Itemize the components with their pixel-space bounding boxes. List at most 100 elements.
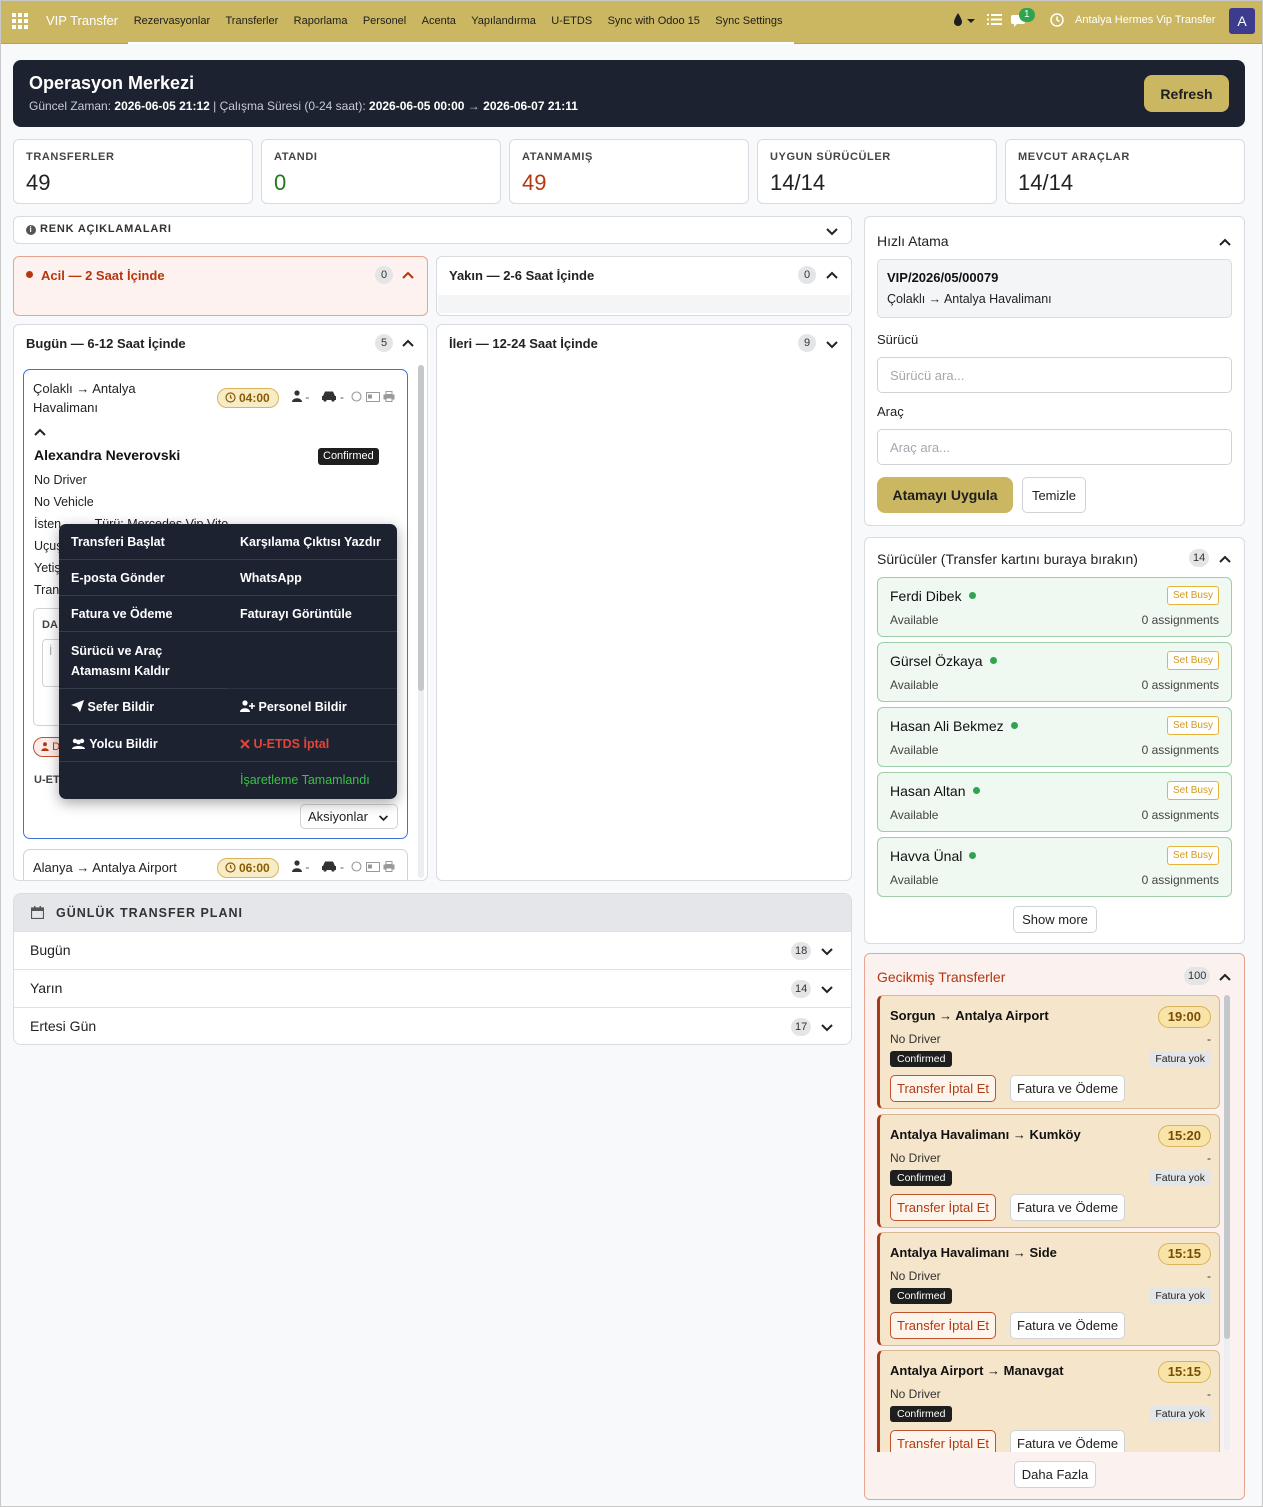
late-transfer-card[interactable]: Antalya Airport → Manavgat 15:15 No Driv… — [877, 1350, 1220, 1464]
transfer-card[interactable]: Alanya → Antalya Airport 06:00 - - — [23, 849, 408, 880]
driver-card[interactable]: Hasan Altan Set Busy Available 0 assignm… — [877, 772, 1232, 832]
menu-notify-passenger[interactable]: Yolcu Bildir — [71, 734, 158, 754]
message-count-badge[interactable]: 1 — [1019, 8, 1035, 22]
passenger-name: Alexandra Neverovski — [34, 447, 181, 463]
menu-item-sync-odoo[interactable]: Sync with Odoo 15 — [607, 15, 700, 27]
late-transfer-card[interactable]: Sorgun → Antalya Airport 19:00 No Driver… — [877, 995, 1220, 1109]
status-badge: Confirmed — [318, 448, 379, 465]
plan-row-today[interactable]: Bugün 18 — [14, 931, 851, 969]
color-legend-toggle[interactable]: i RENK AÇIKLAMALARI — [13, 216, 852, 244]
menu-item-reservations[interactable]: Rezervasyonlar — [133, 15, 211, 27]
chevron-down-icon[interactable] — [825, 224, 839, 238]
late-transfers-count: 100 — [1184, 967, 1211, 985]
show-more-button[interactable]: Show more — [1013, 906, 1097, 933]
driver-card[interactable]: Hasan Ali Bekmez Set Busy Available 0 as… — [877, 707, 1232, 767]
urgent-dot-icon — [26, 271, 33, 278]
driver-status: Available — [890, 873, 939, 887]
menu-item-agency[interactable]: Acenta — [421, 15, 456, 27]
chevron-up-icon[interactable] — [825, 268, 839, 282]
chevron-down-icon[interactable] — [820, 1020, 834, 1034]
chevron-down-icon[interactable] — [820, 944, 834, 958]
chevron-up-icon[interactable] — [401, 336, 415, 350]
set-busy-button[interactable]: Set Busy — [1166, 781, 1219, 800]
today-scrollbar[interactable] — [418, 365, 424, 878]
menu-invoice-payment[interactable]: Fatura ve Ödeme — [71, 607, 173, 621]
list-icon[interactable] — [987, 13, 1002, 29]
brand-name[interactable]: VIP Transfer — [46, 13, 119, 28]
vehicle-short: - — [340, 390, 345, 404]
clock-icon[interactable] — [1050, 13, 1064, 30]
menu-item-reporting[interactable]: Raporlama — [293, 15, 348, 27]
driver-card[interactable]: Havva Ünal Set Busy Available 0 assignme… — [877, 837, 1232, 897]
actions-dropdown-button[interactable]: Aksiyonlar — [300, 804, 398, 829]
menu-start-transfer[interactable]: Transferi Başlat — [71, 535, 165, 549]
invoice-payment-button[interactable]: Fatura ve Ödeme — [1010, 1312, 1126, 1339]
chevron-up-icon[interactable] — [1218, 235, 1232, 249]
menu-uetds-cancel[interactable]: U-ETDS İptal — [240, 734, 329, 754]
menu-whatsapp[interactable]: WhatsApp — [240, 571, 302, 585]
load-more-button[interactable]: Daha Fazla — [1014, 1461, 1096, 1488]
driver-card[interactable]: Gürsel Özkaya Set Busy Available 0 assig… — [877, 642, 1232, 702]
late-time-badge: 15:20 — [1157, 1125, 1211, 1147]
menu-notify-staff[interactable]: Personel Bildir — [240, 697, 347, 717]
vehicle-search-input[interactable] — [877, 429, 1232, 465]
menu-mark-done[interactable]: İşaretleme Tamamlandı — [240, 773, 370, 787]
menu-item-transfers[interactable]: Transferler — [225, 15, 279, 27]
late-scrollbar-thumb[interactable] — [1224, 995, 1230, 1339]
driver-search-input[interactable] — [877, 357, 1232, 393]
late-transfer-card[interactable]: Antalya Havalimanı → Side 15:15 No Drive… — [877, 1232, 1220, 1346]
clear-button[interactable]: Temizle — [1022, 477, 1086, 513]
chevron-down-icon[interactable] — [825, 337, 839, 351]
invoice-payment-button[interactable]: Fatura ve Ödeme — [1010, 1194, 1126, 1221]
id-card-icon[interactable] — [365, 390, 383, 404]
work-period-end: 2026-06-07 21:11 — [483, 99, 578, 113]
chevron-up-icon[interactable] — [33, 426, 47, 440]
kpi-value: 14/14 — [1018, 170, 1074, 195]
menu-remove-assignment[interactable]: Sürücü ve Araç Atamasını Kaldır — [71, 641, 170, 681]
info-icon: i — [26, 225, 36, 235]
id-card-icon[interactable] — [365, 860, 383, 874]
menu-item-configuration[interactable]: Yapılandırma — [471, 15, 536, 27]
set-busy-button[interactable]: Set Busy — [1166, 716, 1219, 735]
whatsapp-icon[interactable] — [351, 860, 365, 874]
set-busy-button[interactable]: Set Busy — [1166, 846, 1219, 865]
apply-assignment-button[interactable]: Atamayı Uygula — [877, 477, 1013, 513]
menu-item-sync-settings[interactable]: Sync Settings — [715, 15, 783, 27]
menu-item-uetds[interactable]: U-ETDS — [551, 15, 593, 27]
chevron-up-icon[interactable] — [1218, 970, 1232, 984]
apps-grid-icon[interactable] — [12, 13, 28, 29]
chevron-down-icon[interactable] — [820, 982, 834, 996]
late-transfer-card[interactable]: Antalya Havalimanı → Kumköy 15:20 No Dri… — [877, 1114, 1220, 1228]
selected-transfer: VIP/2026/05/00079 Çolaklı → Antalya Hava… — [877, 259, 1232, 318]
chevron-up-icon[interactable] — [1218, 552, 1232, 566]
invoice-payment-button[interactable]: Fatura ve Ödeme — [1010, 1075, 1126, 1102]
driver-name: Havva Ünal — [890, 848, 963, 864]
plan-row-tomorrow[interactable]: Yarın 14 — [14, 969, 851, 1007]
late-transfers-panel: Gecikmiş Transferler 100 Sorgun → Antaly… — [864, 953, 1245, 1500]
cancel-transfer-button[interactable]: Transfer İptal Et — [890, 1075, 996, 1102]
cancel-transfer-button[interactable]: Transfer İptal Et — [890, 1312, 996, 1339]
chevron-up-icon[interactable] — [401, 268, 415, 282]
whatsapp-icon[interactable] — [351, 390, 365, 404]
refresh-button[interactable]: Refresh — [1144, 75, 1229, 112]
menu-print-welcome[interactable]: Karşılama Çıktısı Yazdır — [240, 535, 381, 549]
cancel-transfer-button[interactable]: Transfer İptal Et — [890, 1194, 996, 1221]
user-avatar[interactable]: A — [1229, 8, 1255, 34]
menu-item-staff[interactable]: Personel — [362, 15, 407, 27]
print-icon[interactable] — [383, 860, 395, 874]
driver-card[interactable]: Ferdi Dibek Set Busy Available 0 assignm… — [877, 577, 1232, 637]
company-switcher[interactable]: Antalya Hermes Vip Transfer — [1075, 14, 1216, 26]
menu-view-invoice[interactable]: Faturayı Görüntüle — [240, 607, 352, 621]
drop-icon[interactable] — [953, 12, 975, 31]
menu-send-email[interactable]: E-posta Gönder — [71, 571, 165, 585]
plan-row-day-after[interactable]: Ertesi Gün 17 — [14, 1007, 851, 1044]
invoice-badge: Fatura yok — [1149, 1406, 1211, 1422]
menu-notify-trip[interactable]: Sefer Bildir — [71, 697, 154, 717]
today-scrollbar-thumb[interactable] — [418, 365, 424, 691]
active-menu-underline — [128, 42, 794, 44]
late-driver: No Driver — [890, 1032, 941, 1046]
late-scrollbar[interactable] — [1224, 995, 1230, 1450]
set-busy-button[interactable]: Set Busy — [1166, 586, 1219, 605]
set-busy-button[interactable]: Set Busy — [1166, 651, 1219, 670]
print-icon[interactable] — [383, 390, 395, 404]
